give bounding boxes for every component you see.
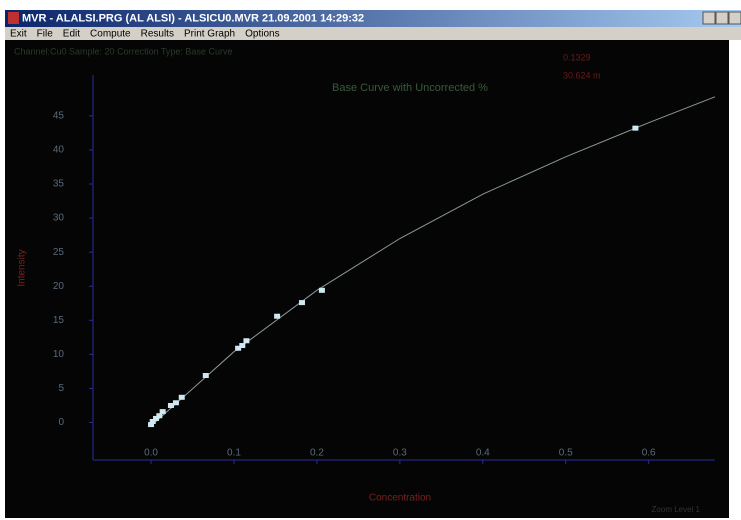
chart-title: Base Curve with Uncorrected % (332, 82, 488, 94)
x-tick-label: 0.0 (144, 448, 158, 459)
data-point (632, 126, 638, 131)
plot-window (5, 40, 729, 518)
menu-item[interactable]: Edit (63, 29, 80, 40)
x-tick-label: 0.6 (642, 448, 656, 459)
menu-item[interactable]: Options (245, 29, 279, 40)
data-point (299, 300, 305, 305)
menu-item[interactable]: Results (141, 29, 174, 40)
window-controls (703, 12, 741, 24)
close-button[interactable] (729, 12, 741, 24)
x-tick-label: 0.5 (559, 448, 573, 459)
y-tick-label: 25 (53, 247, 65, 258)
data-point (160, 409, 166, 414)
zoom-level: Zoom Level 1 (652, 505, 701, 514)
data-point (319, 288, 325, 293)
menu-item[interactable]: File (37, 29, 54, 40)
y-tick-label: 45 (53, 111, 65, 122)
data-point (243, 338, 249, 343)
data-point (274, 314, 280, 319)
data-point (203, 373, 209, 378)
y-axis-label: Intensity (17, 249, 28, 286)
y-tick-label: 20 (53, 281, 65, 292)
x-tick-label: 0.4 (476, 448, 490, 459)
page: MVR - ALALSI.PRG (AL ALSI) - ALSICU0.MVR… (0, 0, 741, 520)
y-tick-label: 30 (53, 213, 65, 224)
y-tick-label: 40 (53, 145, 65, 156)
readout: 30.624 m (563, 70, 601, 80)
data-point (173, 400, 179, 405)
x-axis-label: Concentration (369, 493, 431, 504)
menu-item[interactable]: Compute (90, 29, 131, 40)
y-tick-label: 15 (53, 315, 65, 326)
maximize-button[interactable] (716, 12, 728, 24)
y-tick-label: 35 (53, 179, 65, 190)
minimize-button[interactable] (703, 12, 715, 24)
data-point (179, 395, 185, 400)
x-tick-label: 0.1 (227, 448, 241, 459)
x-tick-label: 0.3 (393, 448, 407, 459)
data-point (239, 343, 245, 348)
y-tick-label: 10 (53, 349, 65, 360)
menu-item[interactable]: Exit (10, 29, 27, 40)
y-tick-label: 5 (58, 383, 64, 394)
readout: 0.1329 (563, 52, 591, 62)
x-tick-label: 0.2 (310, 448, 324, 459)
app-icon (8, 12, 19, 24)
menu-item[interactable]: Print Graph (184, 29, 235, 40)
window-title: MVR - ALALSI.PRG (AL ALSI) - ALSICU0.MVR… (22, 12, 364, 24)
status-text: Channel:Cu0 Sample: 20 Correction Type: … (14, 46, 232, 56)
app-window: MVR - ALALSI.PRG (AL ALSI) - ALSICU0.MVR… (0, 0, 741, 520)
y-tick-label: 0 (58, 417, 64, 428)
